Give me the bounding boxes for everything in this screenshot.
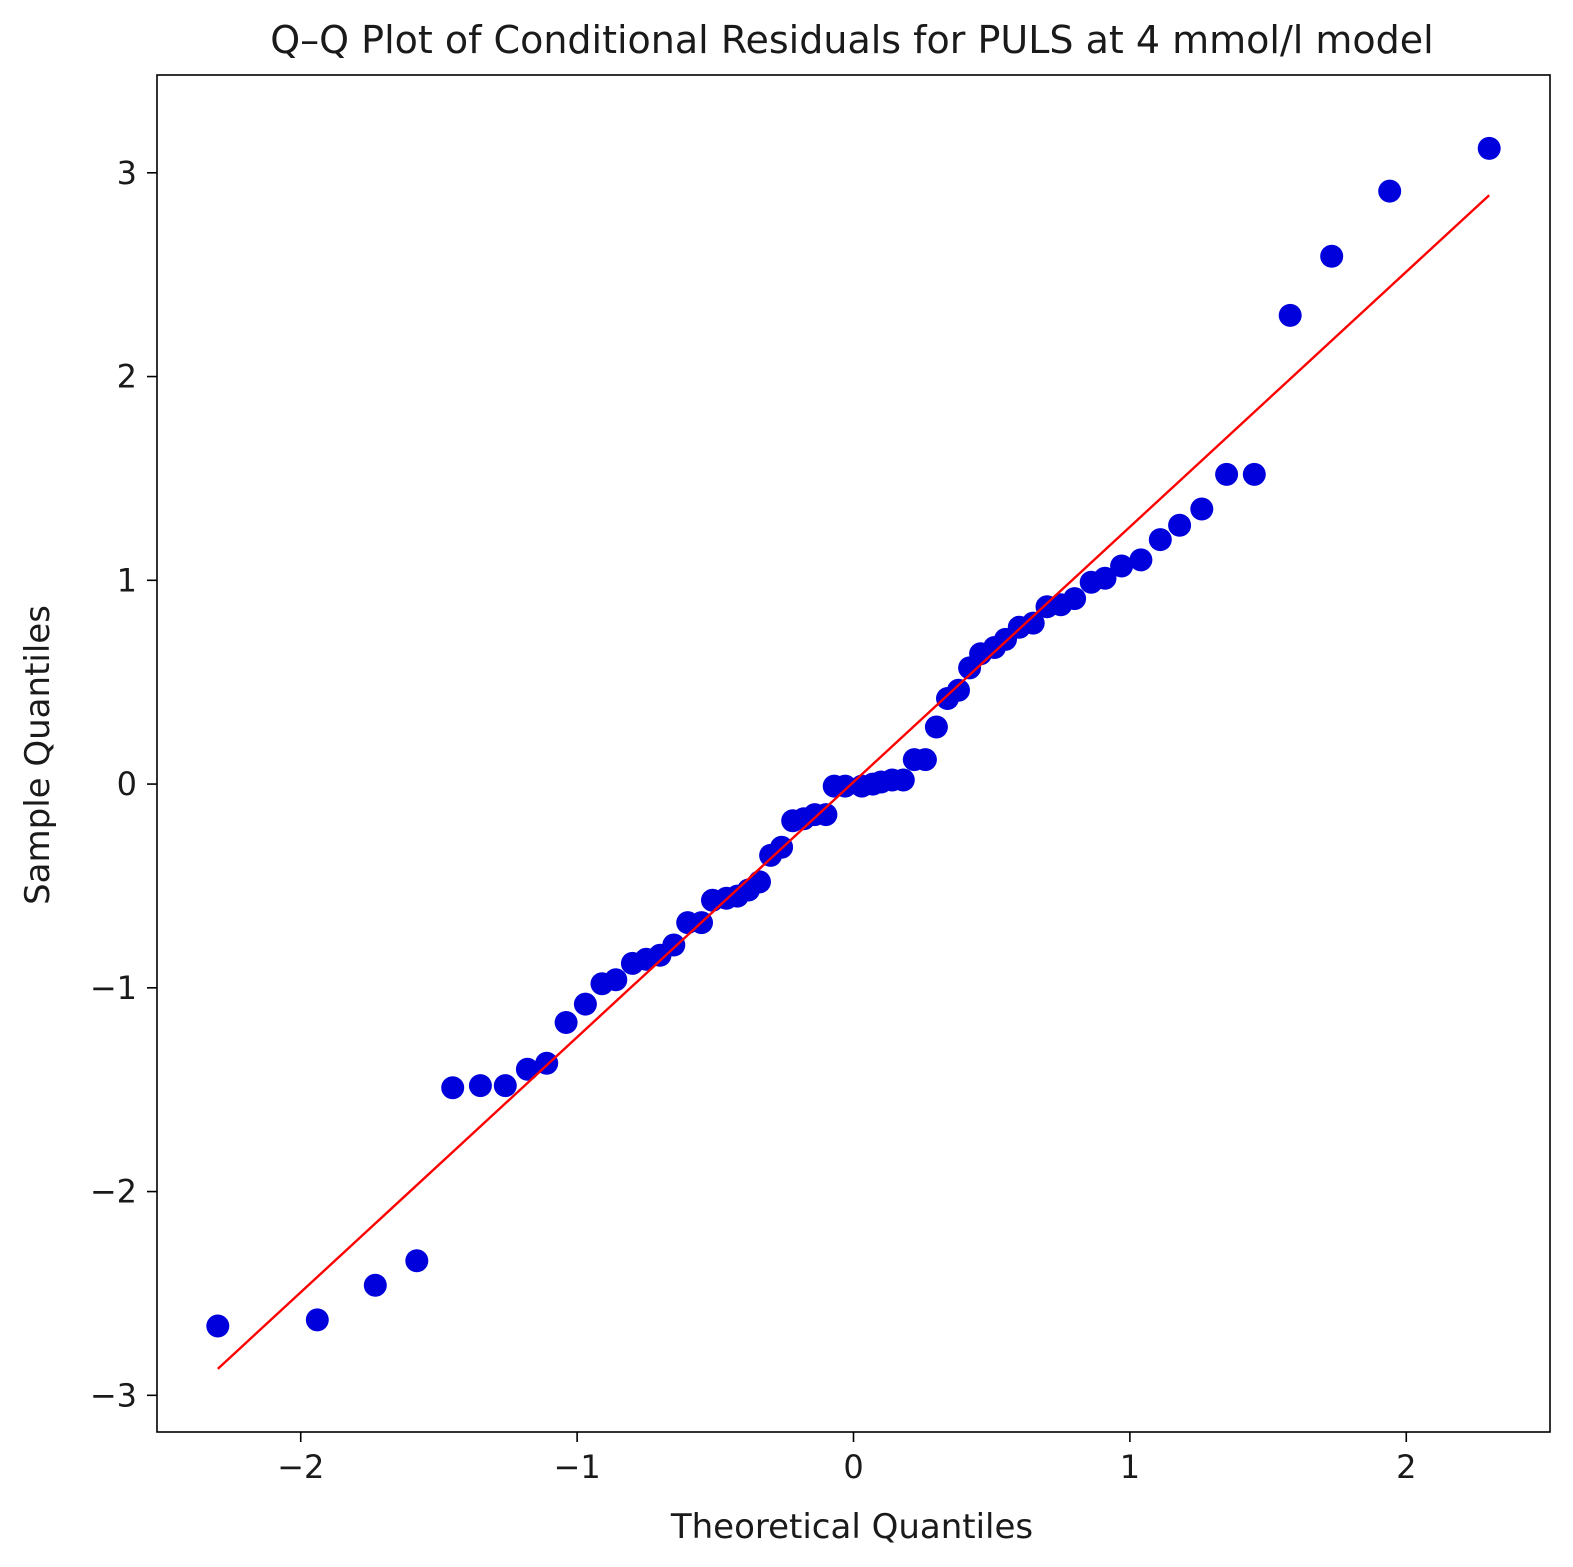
y-tick-label: 0 [117,765,137,803]
data-point [1320,244,1344,268]
reference-line [216,194,1491,1370]
data-point [468,1074,492,1098]
data-point [1021,611,1045,635]
chart-title: Q–Q Plot of Conditional Residuals for PU… [270,18,1433,62]
data-point [662,933,686,957]
data-point [1110,554,1134,578]
x-tick-label: −2 [277,1448,324,1486]
data-point [924,715,948,739]
y-tick-label: 3 [117,154,137,192]
data-point [913,748,937,772]
data-point [604,968,628,992]
data-point [1168,513,1192,537]
data-point [363,1273,387,1297]
x-tick-label: 2 [1396,1448,1416,1486]
data-point [1215,462,1239,486]
data-point [947,678,970,702]
data-point [1093,566,1117,590]
data-point [305,1308,329,1332]
x-axis-ticks: −2 −1 0 1 2 [277,1432,1416,1486]
y-tick-label: 1 [117,561,137,599]
axes-frame [156,74,1551,1433]
y-tick-label: −3 [90,1376,137,1414]
y-tick-label: 2 [117,358,137,396]
data-point [554,1011,578,1034]
data-point [573,992,597,1016]
data-point [405,1249,429,1273]
data-point [441,1076,465,1100]
plot-area [156,74,1551,1433]
y-axis-label: Sample Quantiles [18,605,58,905]
data-point [1129,548,1153,572]
x-tick-label: 0 [843,1448,863,1486]
data-point [1148,528,1172,552]
x-tick-label: 1 [1120,1448,1140,1486]
data-point [206,1314,230,1338]
y-tick-label: −1 [90,969,137,1007]
data-point [891,768,915,792]
data-point [748,870,771,894]
data-point [515,1057,539,1081]
data-point [493,1074,517,1098]
data-point [1477,136,1501,160]
data-point [1242,462,1266,486]
y-tick-label: −2 [90,1173,137,1211]
data-point [1063,587,1087,611]
x-axis-label: Theoretical Quantiles [670,1507,1033,1547]
data-point [814,803,838,827]
data-point [1190,497,1214,521]
x-tick-label: −1 [554,1448,601,1486]
data-point [1378,179,1402,203]
data-point [1278,303,1302,327]
data-point [833,774,857,798]
y-axis-ticks: −3 −2 −1 0 1 2 3 [90,154,157,1414]
